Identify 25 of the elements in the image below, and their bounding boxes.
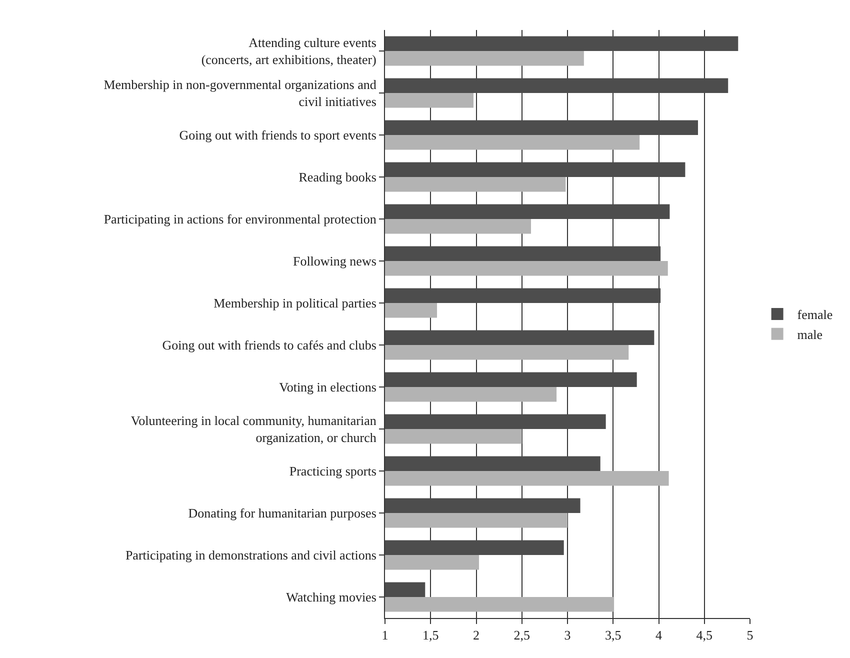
y-tick-label: Membership in non-governmental organizations and civil initiatives xyxy=(104,77,377,109)
x-tick-label: 3,5 xyxy=(605,628,622,643)
x-tick-label: 5 xyxy=(746,628,754,643)
y-tick-label: Attending culture events (concerts, art exhibitions, theater) xyxy=(201,35,376,67)
y-tick-label: Voting in elections xyxy=(279,380,376,395)
y-tick-label: Volunteering in local community, humanitarian organization, or church xyxy=(130,413,377,445)
y-tick-label: Going out with friends to cafés and clubs xyxy=(162,338,376,353)
x-tick-label: 4,5 xyxy=(696,628,713,643)
y-tick-label: Participating in demonstrations and civil actions xyxy=(125,548,376,563)
x-tick-label: 1 xyxy=(382,628,388,643)
y-tick-label: Going out with friends to sport events xyxy=(179,128,376,143)
y-tick-label: Reading books xyxy=(298,170,376,185)
y-tick-label: Donating for humanitarian purposes xyxy=(188,506,376,521)
y-tick-label: Following news xyxy=(292,254,376,269)
y-tick-label: Membership in political parties xyxy=(214,296,376,311)
x-tick-label: 2 xyxy=(473,628,480,643)
x-tick-label: 2,5 xyxy=(514,628,530,643)
y-tick-label: Practicing sports xyxy=(289,464,376,479)
x-tick-label: 1,5 xyxy=(422,628,439,643)
x-tick-label: 4 xyxy=(656,628,662,643)
legend-label: female xyxy=(797,307,833,322)
y-tick-label: Watching movies xyxy=(286,590,376,605)
legend-label: male xyxy=(797,326,823,342)
y-tick-label: Participating in actions for environmental protection xyxy=(104,212,377,227)
x-tick-label: 3 xyxy=(564,628,571,643)
